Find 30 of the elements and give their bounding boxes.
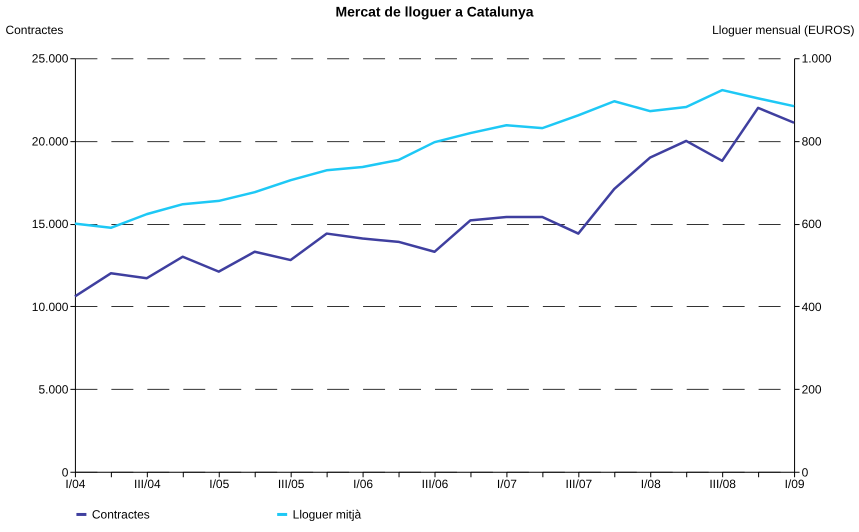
- y2-tick-label: 800: [802, 134, 822, 148]
- x-tick-label: I/04: [65, 477, 86, 492]
- y-tick-label: 0: [62, 465, 69, 480]
- line-series: [74, 106, 796, 298]
- legend-label: Lloguer mitjà: [292, 507, 362, 522]
- legend-label: Contractes: [92, 507, 150, 522]
- x-tick-label: I/05: [209, 477, 230, 492]
- chart-title: Mercat de lloguer a Catalunya: [336, 3, 534, 20]
- y2-tick-label: 0: [802, 465, 809, 480]
- x-tick-label: III/06: [422, 477, 449, 492]
- x-tick-label: I/09: [784, 477, 805, 492]
- y-tick-label: 15.000: [32, 217, 69, 232]
- y-tick-label: 25.000: [32, 52, 69, 66]
- y2-tick-label: 400: [802, 300, 822, 314]
- x-tick-label: I/07: [496, 477, 518, 492]
- y-axis-title: Contractes: [5, 22, 64, 37]
- x-tick-label: III/07: [566, 477, 592, 492]
- y-tick-label: 5.000: [38, 382, 69, 397]
- x-tick-label: I/08: [640, 477, 662, 492]
- y-tick-label: 10.000: [32, 300, 69, 314]
- x-tick-label: III/05: [278, 477, 305, 492]
- x-tick-label: III/08: [709, 477, 736, 492]
- y2-tick-label: 200: [802, 382, 822, 397]
- y2-tick-label: 600: [802, 217, 822, 232]
- x-tick-label: III/04: [134, 477, 161, 492]
- y2-axis-title: Lloguer mensual (EUROS): [712, 22, 855, 37]
- y2-tick-label: 1.000: [802, 52, 832, 66]
- y-tick-label: 20.000: [32, 134, 69, 148]
- line-series: [74, 88, 796, 230]
- x-tick-label: I/06: [353, 477, 374, 492]
